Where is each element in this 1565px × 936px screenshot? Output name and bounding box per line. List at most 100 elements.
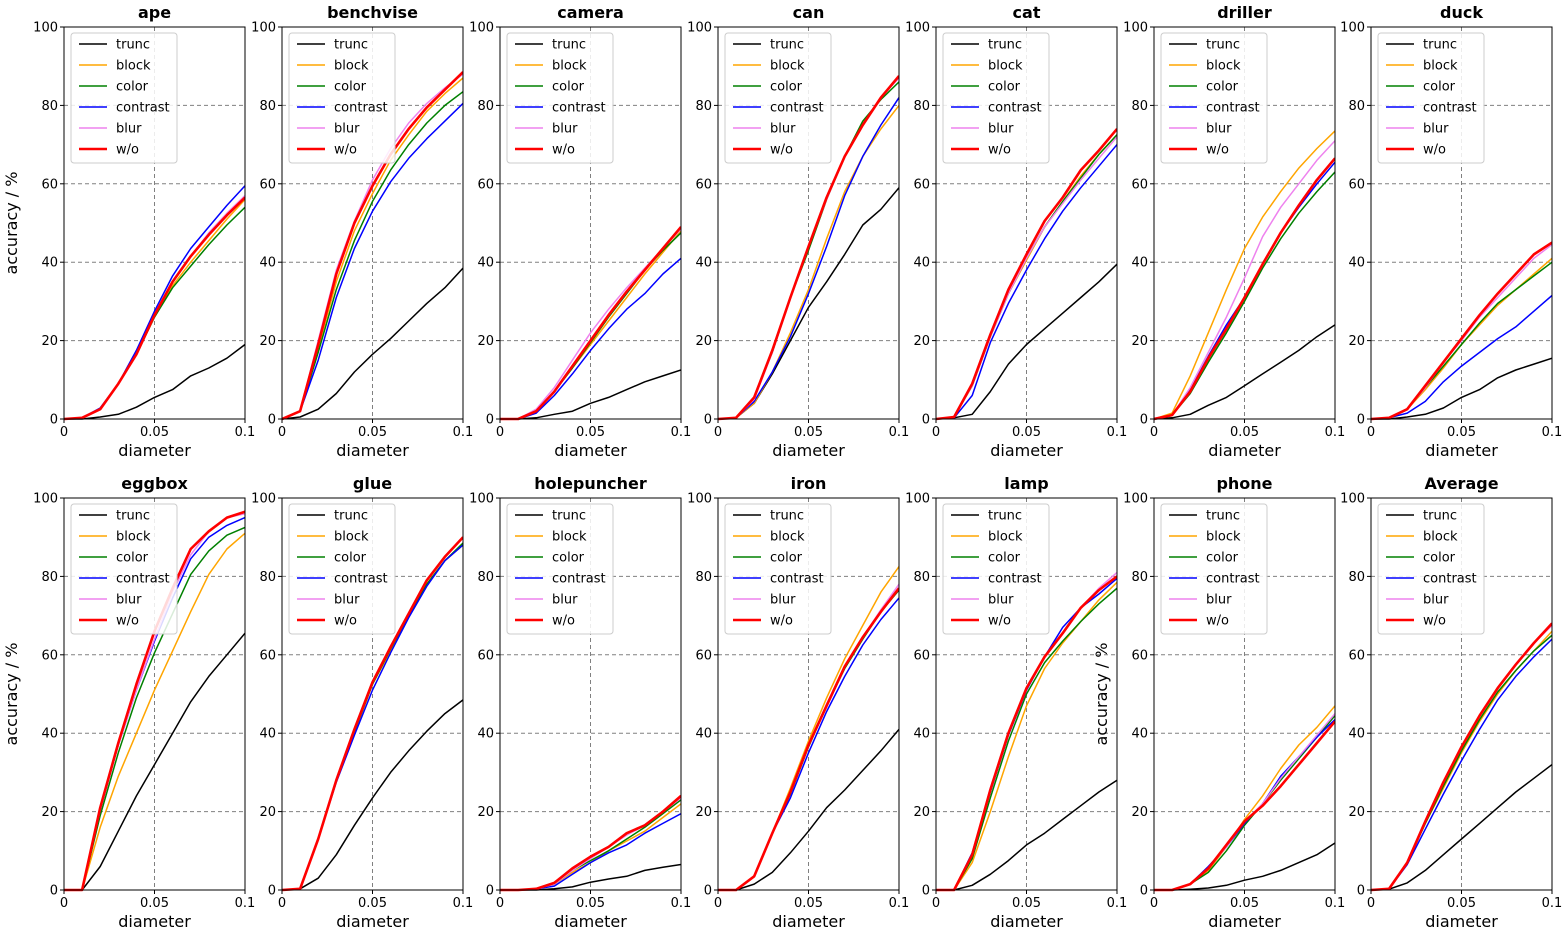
- x-axis-label: diameter: [1208, 912, 1281, 931]
- legend-label: block: [1206, 59, 1241, 74]
- y-tick-label: 0: [704, 884, 712, 899]
- y-tick-label: 0: [922, 884, 930, 899]
- subplot-title: duck: [1440, 3, 1483, 22]
- y-tick-label: 40: [1348, 727, 1365, 742]
- legend-label: blur: [988, 122, 1014, 137]
- x-tick-label: 0.05: [576, 896, 605, 911]
- y-tick-label: 20: [1131, 334, 1148, 349]
- y-tick-label: 100: [251, 492, 276, 507]
- subplot-glue: 0 20 40 60 80 100 0 0.05 0.1 glue diameter trunc blo…: [251, 474, 473, 931]
- legend: trunc block color contrast blur w/o: [942, 503, 1050, 635]
- series-line-contrast: [282, 102, 463, 420]
- y-tick-label: 0: [50, 884, 58, 899]
- y-tick-label: 40: [477, 256, 494, 271]
- y-tick-label: 80: [913, 570, 930, 585]
- y-tick-label: 40: [41, 256, 58, 271]
- legend-label: color: [988, 551, 1021, 566]
- legend-label: w/o: [1206, 614, 1229, 629]
- y-tick-label: 20: [477, 805, 494, 820]
- x-axis-label: diameter: [1425, 441, 1498, 460]
- legend-label: color: [334, 551, 367, 566]
- y-tick-label: 60: [41, 177, 58, 192]
- x-tick-label: 0: [1367, 896, 1375, 911]
- legend-label: w/o: [770, 143, 793, 158]
- y-tick-label: 100: [33, 21, 58, 36]
- legend-label: color: [334, 80, 367, 95]
- subplot-benchvise: 0 20 40 60 80 100 0 0.05 0.1 benchvise diameter tru…: [251, 3, 473, 460]
- y-tick-label: 60: [913, 648, 930, 663]
- y-tick-label: 60: [695, 177, 712, 192]
- legend-label: color: [116, 551, 149, 566]
- x-axis-label: diameter: [772, 912, 845, 931]
- series-line-trunc: [1371, 764, 1552, 891]
- series-line-trunc: [936, 779, 1117, 891]
- x-tick-label: 0.1: [671, 896, 692, 911]
- series-line-wo: [500, 226, 681, 421]
- x-tick-label: 0: [932, 896, 940, 911]
- x-tick-label: 0.1: [1107, 425, 1128, 440]
- series-group: [64, 185, 245, 421]
- legend-label: trunc: [552, 38, 586, 53]
- legend-label: block: [334, 530, 369, 545]
- subplot-title: eggbox: [121, 474, 188, 493]
- legend: trunc block color contrast blur w/o: [70, 503, 178, 635]
- legend: trunc block color contrast blur w/o: [724, 32, 832, 164]
- x-axis-label: diameter: [990, 441, 1063, 460]
- x-axis-label: diameter: [1425, 912, 1498, 931]
- x-axis-label: diameter: [554, 441, 627, 460]
- subplot-title: glue: [353, 474, 392, 493]
- legend-label: blur: [552, 122, 578, 137]
- legend-label: block: [770, 59, 805, 74]
- y-tick-label: 0: [922, 413, 930, 428]
- legend: trunc block color contrast blur w/o: [506, 32, 614, 164]
- series-group: [500, 226, 681, 421]
- series-group: [1371, 241, 1552, 421]
- legend-label: w/o: [116, 143, 139, 158]
- legend-label: trunc: [770, 38, 804, 53]
- x-tick-label: 0.05: [794, 896, 823, 911]
- y-tick-label: 80: [477, 99, 494, 114]
- y-tick-label: 60: [259, 177, 276, 192]
- x-tick-label: 0.1: [1542, 425, 1563, 440]
- subplot-eggbox: 0 20 40 60 80 100 0 0.05 0.1 eggbox diameter accura…: [2, 474, 255, 931]
- x-tick-label: 0.1: [1325, 896, 1346, 911]
- legend-label: color: [552, 551, 585, 566]
- legend-label: contrast: [334, 572, 388, 587]
- legend-label: contrast: [116, 101, 170, 116]
- subplot-title: phone: [1216, 474, 1272, 493]
- legend-label: color: [1206, 80, 1239, 95]
- subplot-phone: 0 20 40 60 80 100 0 0.05 0.1 phone diameter accurac…: [1092, 474, 1345, 931]
- y-tick-label: 80: [1348, 99, 1365, 114]
- x-tick-label: 0: [496, 425, 504, 440]
- legend-label: block: [988, 59, 1023, 74]
- y-tick-label: 0: [268, 884, 276, 899]
- y-axis-label: accuracy / %: [2, 172, 21, 275]
- y-tick-label: 80: [695, 99, 712, 114]
- legend-label: blur: [552, 593, 578, 608]
- legend-label: w/o: [1206, 143, 1229, 158]
- legend-label: w/o: [334, 614, 357, 629]
- x-tick-label: 0: [714, 425, 722, 440]
- series-line-wo: [718, 75, 899, 421]
- y-tick-label: 80: [41, 570, 58, 585]
- y-tick-label: 20: [259, 805, 276, 820]
- subplot-title: camera: [557, 3, 624, 22]
- x-tick-label: 0: [496, 896, 504, 911]
- legend: trunc block color contrast blur w/o: [1377, 32, 1485, 164]
- x-axis-label: diameter: [990, 912, 1063, 931]
- series-group: [936, 571, 1117, 892]
- y-tick-label: 0: [1357, 884, 1365, 899]
- y-tick-label: 80: [259, 570, 276, 585]
- series-line-contrast: [936, 144, 1117, 420]
- x-tick-label: 0.1: [889, 896, 910, 911]
- series-line-wo: [936, 128, 1117, 421]
- y-tick-label: 40: [477, 727, 494, 742]
- x-axis-label: diameter: [118, 441, 191, 460]
- legend-label: color: [1423, 80, 1456, 95]
- y-tick-label: 100: [687, 492, 712, 507]
- legend-label: trunc: [116, 509, 150, 524]
- series-line-trunc: [1371, 357, 1552, 420]
- legend: trunc block color contrast blur w/o: [288, 32, 396, 164]
- series-line-trunc: [500, 369, 681, 420]
- legend-label: contrast: [770, 572, 824, 587]
